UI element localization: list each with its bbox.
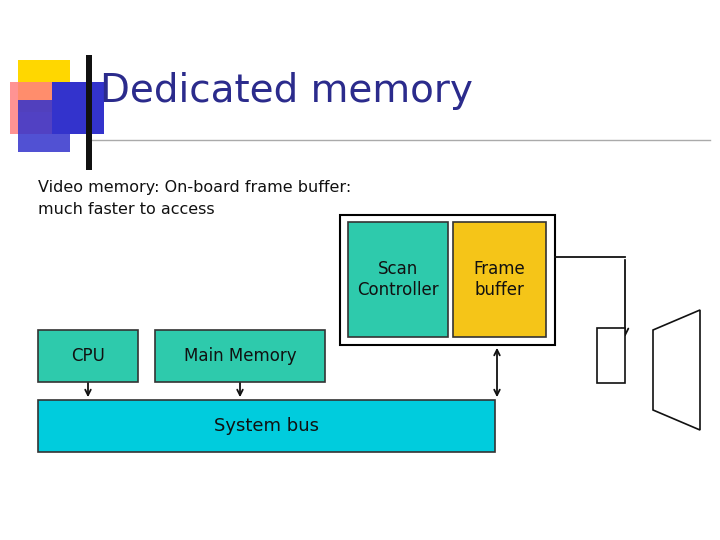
Bar xyxy=(38,400,495,452)
Text: Dedicated memory: Dedicated memory xyxy=(100,72,473,110)
Bar xyxy=(597,327,625,382)
Bar xyxy=(86,55,92,170)
Bar xyxy=(18,100,70,152)
Text: much faster to access: much faster to access xyxy=(38,202,215,217)
Text: CPU: CPU xyxy=(71,347,105,365)
Bar xyxy=(340,215,555,345)
Text: System bus: System bus xyxy=(214,417,319,435)
Text: Main Memory: Main Memory xyxy=(184,347,297,365)
Bar xyxy=(10,82,65,134)
Text: Video memory: On-board frame buffer:: Video memory: On-board frame buffer: xyxy=(38,180,351,195)
Bar xyxy=(38,330,138,382)
Bar xyxy=(52,82,104,134)
Bar xyxy=(18,60,70,112)
Bar xyxy=(453,222,546,337)
Text: Scan
Controller: Scan Controller xyxy=(357,260,438,299)
Bar xyxy=(155,330,325,382)
Bar xyxy=(348,222,448,337)
Text: Frame
buffer: Frame buffer xyxy=(474,260,526,299)
Polygon shape xyxy=(653,310,700,430)
